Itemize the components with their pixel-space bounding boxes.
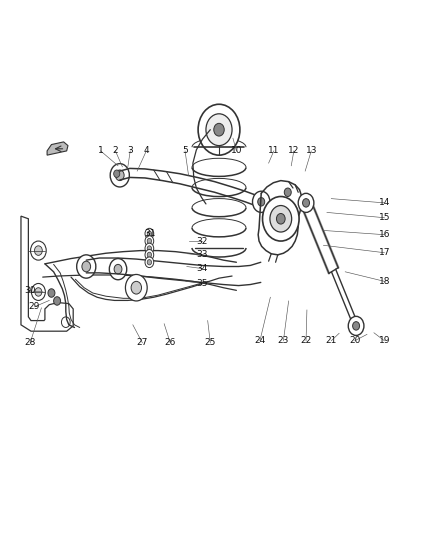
Circle shape	[276, 214, 285, 224]
Text: 29: 29	[29, 302, 40, 311]
Circle shape	[145, 243, 154, 254]
Circle shape	[116, 170, 124, 181]
Circle shape	[353, 321, 360, 330]
Text: 2: 2	[113, 147, 118, 156]
Text: 20: 20	[349, 336, 360, 345]
Circle shape	[298, 193, 314, 213]
Text: 34: 34	[197, 264, 208, 273]
Circle shape	[214, 123, 224, 136]
Text: 25: 25	[205, 338, 216, 348]
Text: 32: 32	[197, 237, 208, 246]
Text: 14: 14	[379, 198, 390, 207]
Text: 3: 3	[127, 147, 133, 156]
Text: 35: 35	[197, 279, 208, 288]
Circle shape	[145, 228, 154, 239]
Text: 1: 1	[98, 147, 103, 156]
Text: 4: 4	[144, 147, 149, 156]
Circle shape	[147, 246, 152, 251]
Circle shape	[131, 281, 141, 294]
Circle shape	[61, 317, 70, 327]
Text: 22: 22	[300, 336, 312, 345]
Circle shape	[31, 241, 46, 260]
Circle shape	[82, 261, 91, 272]
Text: 31: 31	[145, 229, 156, 238]
Text: 23: 23	[278, 336, 289, 345]
Circle shape	[284, 188, 291, 197]
Circle shape	[110, 259, 127, 280]
Circle shape	[53, 297, 60, 305]
Circle shape	[32, 284, 46, 301]
Text: 5: 5	[182, 147, 188, 156]
Text: 18: 18	[378, 277, 390, 286]
Text: 24: 24	[254, 336, 265, 345]
Circle shape	[145, 236, 154, 246]
Circle shape	[114, 264, 122, 274]
Circle shape	[110, 164, 129, 187]
Text: 27: 27	[137, 338, 148, 348]
Circle shape	[206, 114, 232, 146]
Text: 33: 33	[197, 251, 208, 260]
Text: 19: 19	[378, 336, 390, 345]
Circle shape	[125, 274, 147, 301]
Text: 28: 28	[25, 338, 36, 348]
Circle shape	[114, 170, 120, 177]
Circle shape	[348, 317, 364, 335]
Text: 30: 30	[25, 286, 36, 295]
Circle shape	[147, 231, 152, 236]
Polygon shape	[47, 142, 68, 155]
Text: 21: 21	[325, 336, 337, 345]
Text: 15: 15	[378, 213, 390, 222]
Text: 12: 12	[288, 147, 300, 156]
Circle shape	[270, 206, 292, 232]
Circle shape	[303, 199, 310, 207]
Text: 10: 10	[231, 147, 242, 156]
Circle shape	[262, 197, 299, 241]
Circle shape	[35, 246, 42, 255]
Text: 16: 16	[378, 230, 390, 239]
Circle shape	[147, 260, 152, 265]
Circle shape	[198, 104, 240, 155]
Text: 13: 13	[306, 147, 317, 156]
Circle shape	[145, 257, 154, 268]
Circle shape	[145, 249, 154, 260]
Circle shape	[48, 289, 55, 297]
Text: 17: 17	[378, 248, 390, 257]
Circle shape	[253, 191, 270, 213]
Circle shape	[77, 255, 96, 278]
Circle shape	[147, 238, 152, 244]
Text: 11: 11	[268, 147, 279, 156]
Circle shape	[258, 198, 265, 206]
Circle shape	[35, 288, 42, 296]
Text: 26: 26	[165, 338, 176, 348]
Circle shape	[147, 252, 152, 257]
